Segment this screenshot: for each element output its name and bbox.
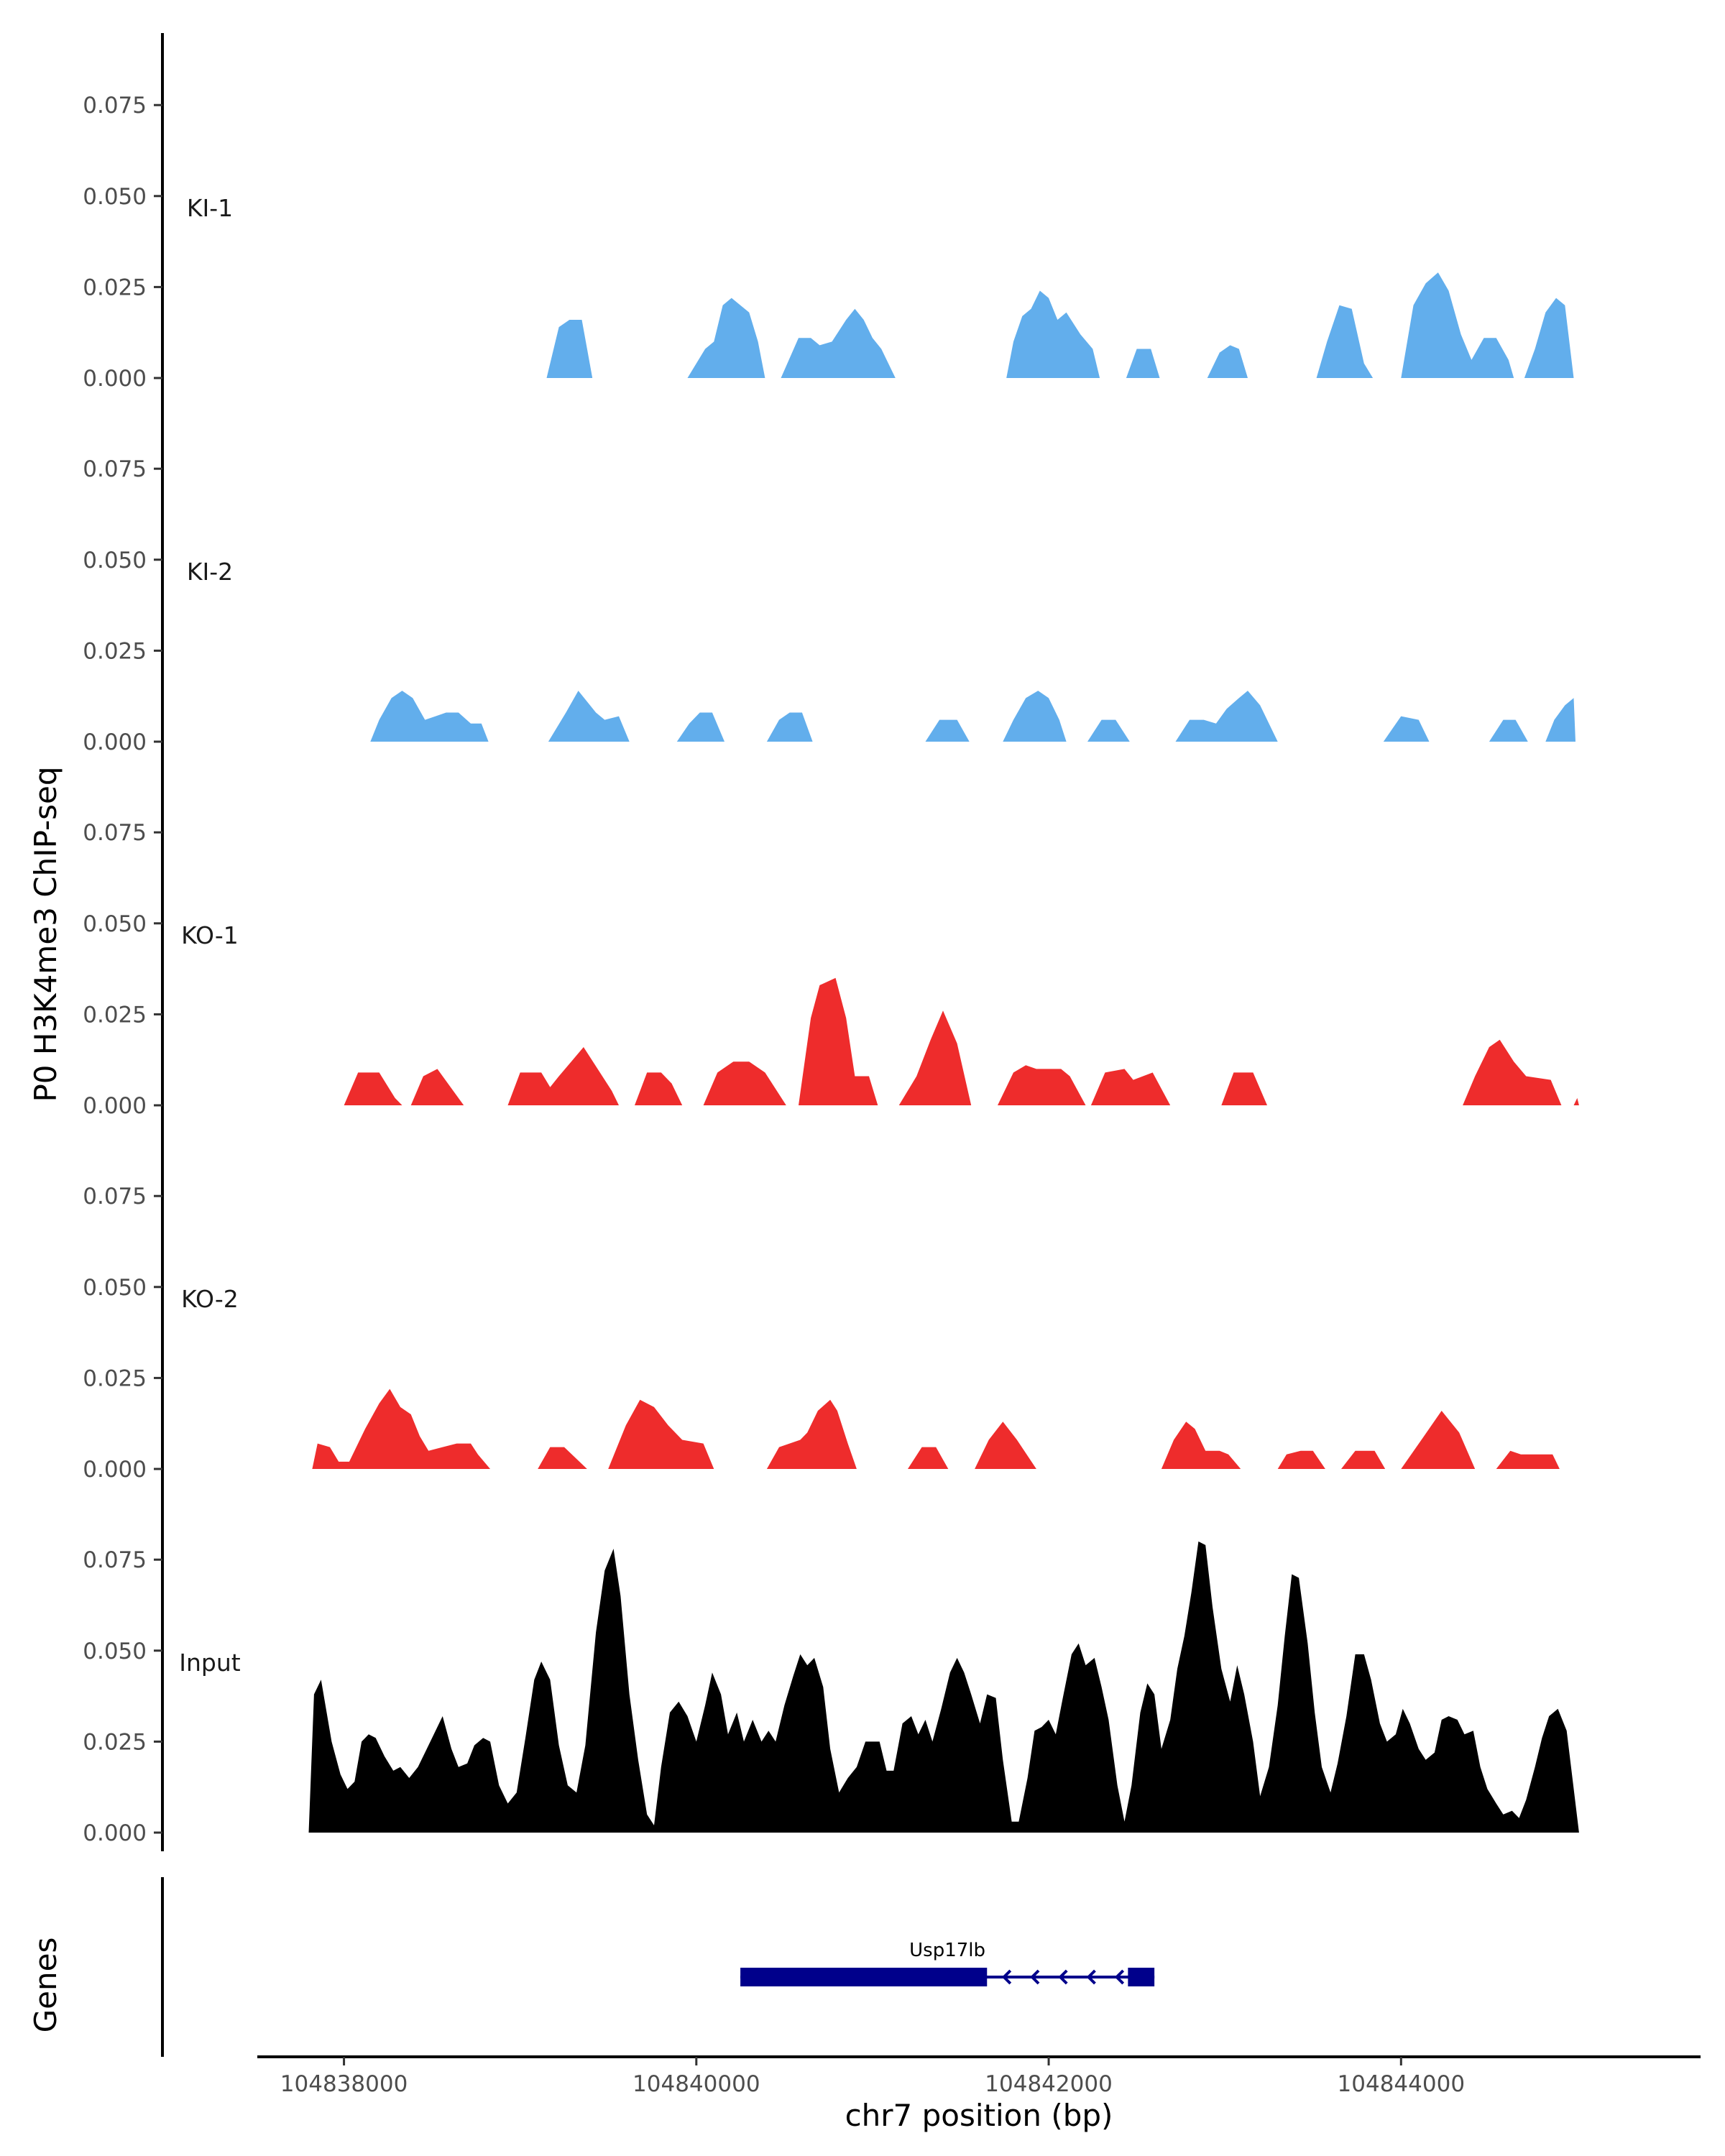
track-ki-1: 0.000 0.025 0.050 0.075 KI-1 — [83, 33, 1574, 397]
y-tick-label: 0.050 — [83, 1639, 147, 1664]
x-axis-title: chr7 position (bp) — [845, 2098, 1113, 2133]
signal-area — [676, 712, 724, 742]
y-tick-label: 0.025 — [83, 638, 147, 664]
y-tick-label: 0.075 — [83, 820, 147, 846]
x-tick-label: 104844000 — [1338, 2071, 1466, 2097]
signal-area — [410, 1069, 464, 1105]
x-axis: 104838000 104840000 104842000 104844000 — [257, 2055, 1701, 2097]
track-ki-2: 0.000 0.025 0.050 0.075 KI-2 — [83, 397, 1576, 760]
signal-area — [507, 1047, 619, 1105]
y-tick-label: 0.000 — [83, 366, 147, 392]
track-ko-2: 0.000 0.025 0.050 0.075 KO-2 — [83, 1124, 1560, 1488]
x-tick-label: 104840000 — [632, 2071, 760, 2097]
strand-arrow — [1114, 1969, 1125, 1985]
signal-area — [1401, 272, 1514, 378]
y-tick-label: 0.050 — [83, 184, 147, 210]
signal-area — [312, 1388, 490, 1469]
signal-area — [1573, 1097, 1579, 1105]
y-tick-label: 0.025 — [83, 1729, 147, 1755]
signal-area — [608, 1399, 714, 1469]
signal-area — [1383, 716, 1430, 742]
signal-area — [1006, 290, 1100, 378]
signal-area — [1545, 698, 1576, 742]
strand-arrow — [1086, 1969, 1096, 1985]
y-tick-label: 0.025 — [83, 1002, 147, 1028]
gene-panel: Usp17lb — [161, 1877, 1155, 2057]
track-label: KO-1 — [181, 921, 239, 949]
signal-area — [635, 1072, 683, 1105]
track-label: KO-2 — [181, 1285, 239, 1313]
tracks-layer: 0.0000.0250.0500.075KI-10.0000.0250.0500… — [83, 33, 1579, 1851]
gene-name-label: Usp17lb — [909, 1940, 985, 1961]
y-tick-label: 0.075 — [83, 1184, 147, 1210]
signal-area — [1221, 1072, 1267, 1105]
track-input: 0.000 0.025 0.050 0.075 Input — [83, 1488, 1579, 1851]
strand-arrow — [1058, 1969, 1068, 1985]
signal-area — [370, 691, 489, 742]
y-tick-label: 0.050 — [83, 911, 147, 937]
signal-area — [998, 1065, 1086, 1105]
signal-area — [1341, 1450, 1386, 1469]
signal-area — [1003, 691, 1067, 742]
genes-panel-title: Genes — [28, 1938, 63, 2033]
signal-area — [538, 1447, 587, 1469]
y-tick-label: 0.025 — [83, 1365, 147, 1391]
y-tick-label: 0.050 — [83, 1275, 147, 1301]
x-tick-label: 104838000 — [280, 2071, 408, 2097]
y-tick-label: 0.000 — [83, 1820, 147, 1846]
track-label: Input — [179, 1649, 241, 1677]
track-ko-1: 0.000 0.025 0.050 0.075 KO-1 — [83, 760, 1579, 1124]
signal-area — [766, 712, 813, 742]
signal-area — [1316, 305, 1374, 378]
track-label: KI-2 — [187, 558, 233, 586]
signal-area — [1126, 349, 1160, 378]
signal-area — [1489, 719, 1528, 742]
signal-area — [308, 1541, 1579, 1833]
y-tick-label: 0.075 — [83, 456, 147, 482]
signal-area — [1090, 1069, 1171, 1105]
signal-area — [1401, 1411, 1476, 1469]
signal-area — [781, 308, 896, 378]
y-tick-label: 0.000 — [83, 1093, 147, 1119]
gene-exon — [740, 1968, 988, 1986]
signal-area — [703, 1061, 786, 1105]
y-tick-label: 0.000 — [83, 1457, 147, 1483]
signal-area — [548, 691, 630, 742]
track-label: KI-1 — [187, 194, 233, 222]
gene-exon — [1128, 1968, 1155, 1986]
signal-area — [975, 1422, 1036, 1469]
signal-area — [1496, 1450, 1560, 1469]
signal-area — [925, 719, 970, 742]
signal-area — [799, 977, 878, 1105]
signal-area — [1277, 1450, 1325, 1469]
signal-area — [687, 298, 765, 378]
y-tick-label: 0.050 — [83, 548, 147, 573]
strand-arrow — [1030, 1969, 1040, 1985]
x-tick-label: 104842000 — [985, 2071, 1113, 2097]
y-tick-label: 0.075 — [83, 93, 147, 119]
signal-area — [1463, 1039, 1562, 1105]
y-tick-label: 0.000 — [83, 729, 147, 755]
signal-area — [1207, 345, 1248, 378]
y-tick-label: 0.075 — [83, 1547, 147, 1573]
signal-area — [1175, 691, 1278, 742]
signal-area — [898, 1010, 972, 1105]
y-tick-label: 0.025 — [83, 275, 147, 300]
y-axis-title: P0 H3K4me3 ChIP-seq — [28, 766, 63, 1102]
signal-area — [1161, 1422, 1241, 1469]
signal-area — [546, 320, 593, 378]
signal-area — [908, 1447, 949, 1469]
signal-area — [1087, 719, 1130, 742]
signal-area — [1524, 298, 1574, 378]
strand-arrow — [1001, 1969, 1012, 1985]
signal-area — [344, 1072, 402, 1105]
signal-area — [766, 1399, 857, 1469]
